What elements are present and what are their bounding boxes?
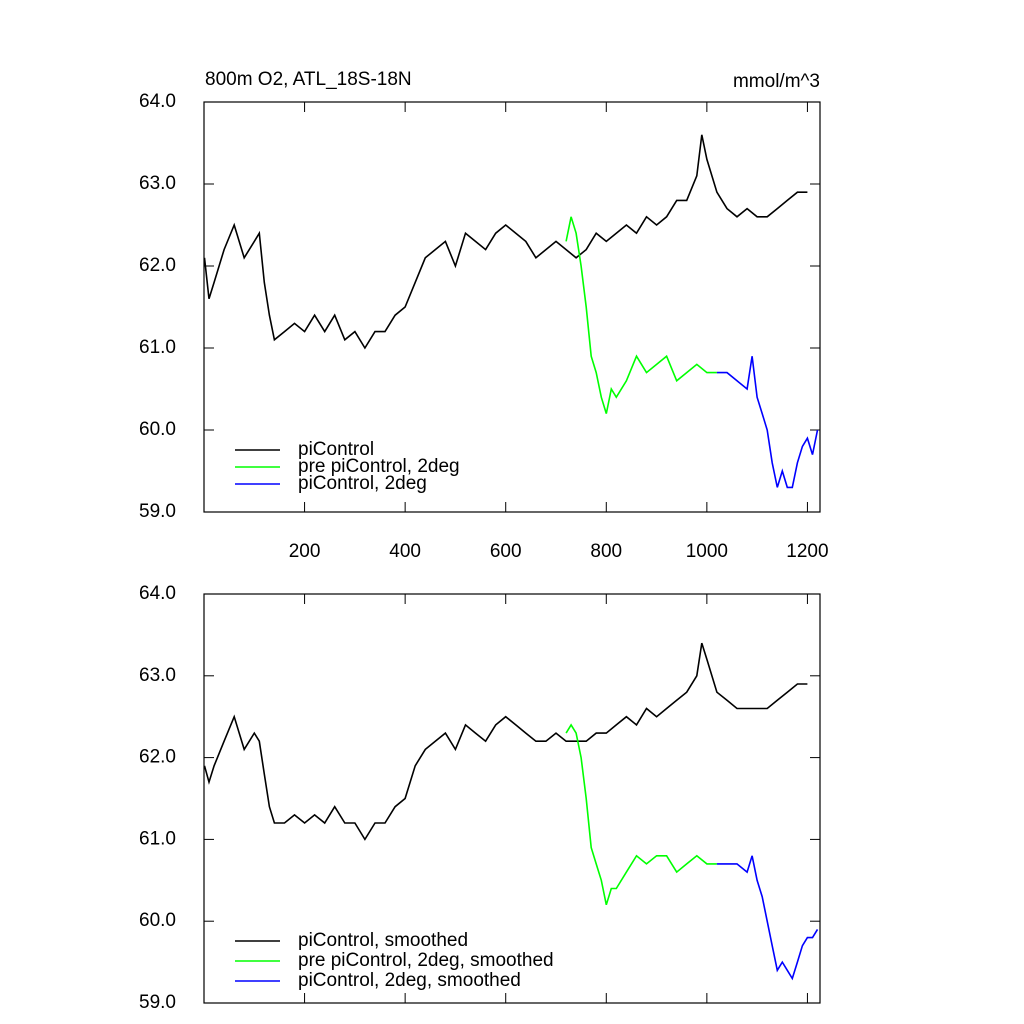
x-tick-label: 1000: [686, 541, 728, 562]
plot-frame: [203, 101, 821, 513]
y-tick-label: 61.0: [139, 337, 176, 358]
y-tick-label: 63.0: [139, 665, 176, 686]
data-line: [203, 134, 808, 350]
data-line: [565, 216, 717, 414]
y-tick-label: 64.0: [139, 91, 176, 112]
chart-title: 800m O2, ATL_18S-18N: [205, 69, 412, 90]
y-tick-label: 64.0: [139, 583, 176, 604]
y-tick-label: 59.0: [139, 992, 176, 1013]
data-line: [716, 855, 819, 981]
legend-label: pre piControl, 2deg, smoothed: [298, 950, 554, 971]
y-tick-label: 60.0: [139, 910, 176, 931]
legend-label: piControl, 2deg, smoothed: [298, 970, 521, 991]
x-tick-label: 1200: [786, 541, 828, 562]
data-line: [716, 356, 819, 489]
x-tick-label: 400: [389, 541, 421, 562]
data-line: [565, 723, 717, 906]
x-tick-label: 600: [490, 541, 522, 562]
legend-label: pre piControl, 2deg: [298, 456, 460, 477]
legend-label: piControl, 2deg: [298, 473, 427, 494]
units-label: mmol/m^3: [733, 71, 820, 92]
y-tick-label: 63.0: [139, 173, 176, 194]
y-tick-label: 61.0: [139, 828, 176, 849]
data-line: [203, 642, 808, 841]
y-tick-label: 59.0: [139, 501, 176, 522]
y-tick-label: 60.0: [139, 419, 176, 440]
y-tick-label: 62.0: [139, 747, 176, 768]
legend-label: piControl, smoothed: [298, 930, 468, 951]
plot-frame: [203, 593, 821, 1004]
x-tick-label: 800: [590, 541, 622, 562]
legend-label: piControl: [298, 439, 374, 460]
y-tick-label: 62.0: [139, 255, 176, 276]
x-tick-label: 200: [289, 541, 321, 562]
